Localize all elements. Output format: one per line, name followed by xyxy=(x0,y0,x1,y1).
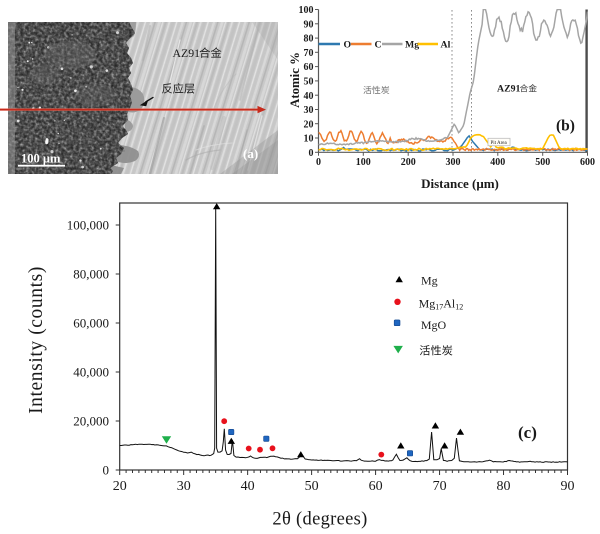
svg-text:Mg17Al12: Mg17Al12 xyxy=(419,297,464,312)
svg-text:90: 90 xyxy=(561,479,575,494)
svg-text:100,000: 100,000 xyxy=(67,218,109,233)
svg-text:80: 80 xyxy=(497,479,511,494)
svg-text:20,000: 20,000 xyxy=(73,414,109,429)
svg-text:20: 20 xyxy=(304,119,314,130)
svg-text:30: 30 xyxy=(177,479,191,494)
svg-text:20: 20 xyxy=(113,479,127,494)
svg-text:30: 30 xyxy=(304,105,314,116)
svg-text:(a): (a) xyxy=(243,146,258,161)
svg-text:(c): (c) xyxy=(518,423,537,442)
svg-text:300: 300 xyxy=(446,157,461,168)
svg-text:80: 80 xyxy=(304,34,314,45)
svg-text:50: 50 xyxy=(304,77,314,88)
svg-text:(b): (b) xyxy=(556,118,575,135)
svg-text:O: O xyxy=(344,40,352,51)
svg-text:2θ (degrees): 2θ (degrees) xyxy=(272,510,367,530)
svg-text:100: 100 xyxy=(356,157,371,168)
svg-text:400: 400 xyxy=(490,157,505,168)
svg-text:10: 10 xyxy=(304,134,314,145)
svg-text:Atomic %: Atomic % xyxy=(288,52,302,108)
svg-text:Mg: Mg xyxy=(405,40,419,51)
svg-text:40: 40 xyxy=(241,479,255,494)
svg-text:0: 0 xyxy=(103,463,110,478)
svg-text:200: 200 xyxy=(401,157,416,168)
svg-text:70: 70 xyxy=(433,479,447,494)
svg-text:0: 0 xyxy=(309,148,314,159)
svg-text:40: 40 xyxy=(304,91,314,102)
svg-text:60,000: 60,000 xyxy=(73,316,109,331)
svg-text:AZ91: AZ91 xyxy=(173,46,201,60)
svg-text:100 μm: 100 μm xyxy=(21,152,61,166)
svg-text:AZ91: AZ91 xyxy=(497,84,521,95)
svg-text:70: 70 xyxy=(304,48,314,59)
svg-text:Mg: Mg xyxy=(421,274,438,288)
svg-text:500: 500 xyxy=(535,157,550,168)
svg-text:80,000: 80,000 xyxy=(73,267,109,282)
svg-text:40,000: 40,000 xyxy=(73,365,109,380)
svg-text:Intensity (counts): Intensity (counts) xyxy=(26,266,47,414)
svg-text:50: 50 xyxy=(305,479,319,494)
svg-text:Distance (μm): Distance (μm) xyxy=(421,176,499,191)
svg-text:100: 100 xyxy=(299,5,314,16)
svg-text:0: 0 xyxy=(316,157,321,168)
svg-text:90: 90 xyxy=(304,19,314,30)
svg-text:Al: Al xyxy=(441,40,451,51)
svg-text:60: 60 xyxy=(304,62,314,73)
svg-text:60: 60 xyxy=(369,479,383,494)
svg-text:MgO: MgO xyxy=(421,318,447,332)
svg-text:C: C xyxy=(375,40,382,51)
svg-text:600: 600 xyxy=(580,157,595,168)
svg-text:Pit Area: Pit Area xyxy=(491,141,508,146)
